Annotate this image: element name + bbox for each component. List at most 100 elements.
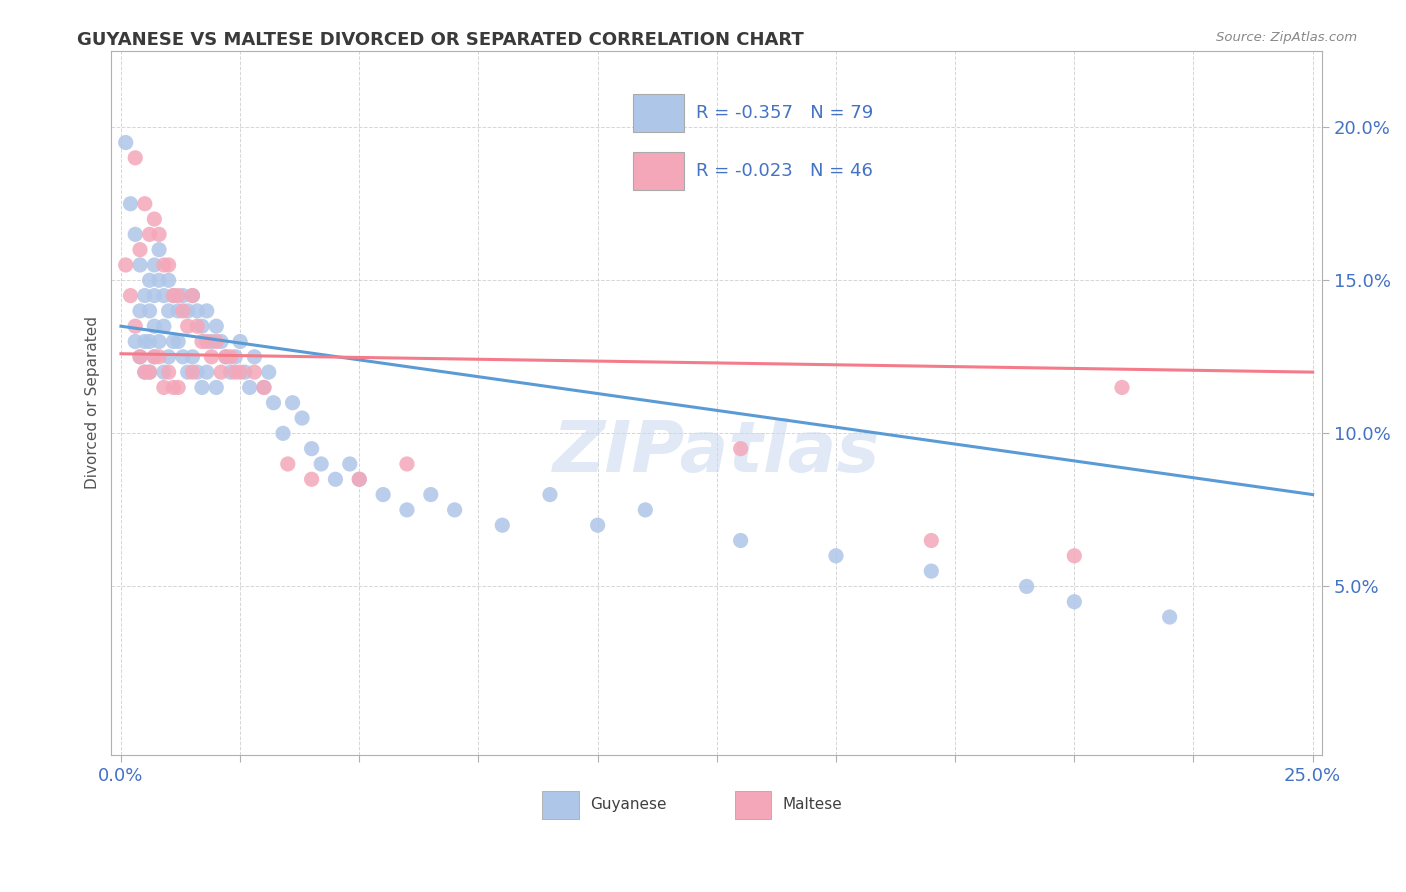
Point [253,380,276,394]
Point [243,365,266,379]
Point [229,365,252,379]
Point [157,304,180,318]
Point [176,365,198,379]
Point [349,472,371,486]
Point [167,304,190,318]
Point [186,319,208,334]
Point [148,227,170,242]
Point [301,472,323,486]
Point [191,319,214,334]
Point [129,258,152,272]
Point [339,457,361,471]
Point [233,365,256,379]
Point [186,365,208,379]
Point [172,288,194,302]
Y-axis label: Divorced or Separated: Divorced or Separated [86,317,100,489]
Point [124,227,146,242]
Point [634,503,657,517]
Point [200,334,222,349]
Point [243,350,266,364]
Text: GUYANESE VS MALTESE DIVORCED OR SEPARATED CORRELATION CHART: GUYANESE VS MALTESE DIVORCED OR SEPARATE… [77,31,804,49]
Point [419,487,441,501]
Point [153,319,176,334]
Point [191,334,214,349]
Point [239,380,262,394]
Point [200,350,222,364]
Point [215,350,238,364]
Point [920,564,942,578]
Point [395,457,418,471]
Point [920,533,942,548]
Point [162,288,184,302]
Point [143,288,166,302]
Point [181,350,204,364]
Point [148,273,170,287]
Point [129,243,152,257]
Point [181,288,204,302]
Point [195,365,218,379]
Point [138,304,160,318]
Point [291,411,314,425]
Point [825,549,848,563]
Point [253,380,276,394]
Text: Source: ZipAtlas.com: Source: ZipAtlas.com [1216,31,1357,45]
Point [395,503,418,517]
Point [730,533,752,548]
Point [167,334,190,349]
Point [219,350,242,364]
Point [124,334,146,349]
Point [153,258,176,272]
Point [162,334,184,349]
Point [205,334,228,349]
Point [167,288,190,302]
Point [224,365,246,379]
Point [134,365,156,379]
Point [162,380,184,394]
Point [195,304,218,318]
Point [281,396,304,410]
Point [349,472,371,486]
Point [157,350,180,364]
Point [538,487,561,501]
Point [1159,610,1181,624]
Point [120,196,142,211]
Point [143,258,166,272]
Point [209,334,232,349]
Point [129,350,152,364]
Point [167,380,190,394]
Point [157,365,180,379]
Point [157,273,180,287]
Point [143,350,166,364]
Point [143,350,166,364]
Point [114,258,136,272]
Point [1015,579,1038,593]
Point [138,273,160,287]
Point [371,487,394,501]
Point [157,258,180,272]
Text: ZIPatlas: ZIPatlas [553,417,880,486]
Point [277,457,299,471]
Point [134,288,156,302]
Point [205,319,228,334]
Point [271,426,294,441]
Point [172,304,194,318]
Point [491,518,513,533]
Point [301,442,323,456]
Point [129,350,152,364]
Point [186,304,208,318]
Point [1063,549,1085,563]
Point [172,350,194,364]
Point [205,380,228,394]
Point [730,442,752,456]
Point [176,319,198,334]
Point [138,334,160,349]
Point [153,365,176,379]
Point [138,227,160,242]
Point [153,288,176,302]
Point [176,304,198,318]
Point [224,350,246,364]
Point [1063,595,1085,609]
Point [129,304,152,318]
Point [148,334,170,349]
Point [191,380,214,394]
